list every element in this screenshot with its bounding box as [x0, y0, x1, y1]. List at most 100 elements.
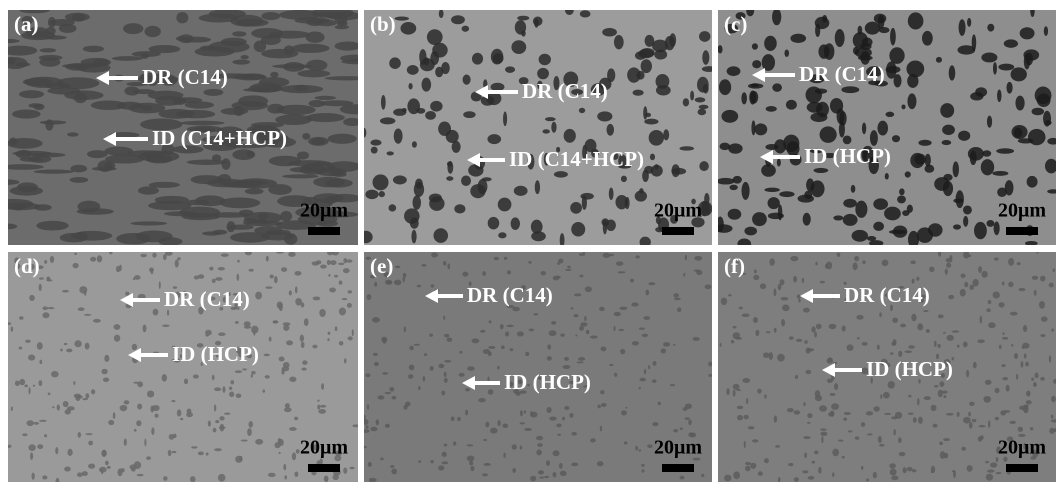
phase-region	[408, 374, 413, 379]
phase-region	[67, 132, 79, 136]
phase-region	[276, 105, 315, 115]
phase-region	[317, 400, 319, 402]
phase-region	[465, 410, 468, 416]
phase-region	[627, 67, 641, 82]
phase-region	[744, 227, 757, 236]
phase-region	[194, 276, 199, 280]
phase-region	[699, 105, 709, 109]
phase-region	[673, 344, 675, 346]
phase-region	[536, 449, 542, 455]
phase-region	[584, 316, 586, 321]
phase-region	[412, 141, 417, 148]
phase-region	[214, 448, 222, 451]
phase-region	[525, 352, 529, 356]
phase-region	[988, 420, 990, 428]
phase-region	[451, 15, 465, 24]
phase-region	[787, 141, 800, 156]
phase-region	[900, 324, 906, 328]
phase-region	[198, 451, 204, 455]
phase-region	[85, 343, 90, 350]
phase-region	[159, 281, 161, 289]
phase-region	[558, 259, 563, 264]
phase-region	[87, 150, 108, 158]
phase-region	[501, 345, 505, 349]
phase-region	[109, 250, 113, 255]
phase-region	[679, 146, 694, 150]
phase-region	[693, 337, 700, 341]
phase-region	[867, 433, 873, 435]
phase-region	[970, 92, 983, 100]
phase-region	[365, 190, 378, 199]
phase-region	[268, 473, 276, 477]
phase-region	[7, 445, 11, 448]
phase-region	[119, 264, 122, 271]
phase-region	[905, 171, 911, 177]
phase-region	[601, 403, 607, 407]
phase-region	[728, 209, 742, 220]
phase-region	[309, 100, 325, 107]
phase-region	[957, 345, 960, 348]
phase-region	[537, 443, 543, 447]
phase-region	[391, 469, 397, 475]
phase-region	[746, 5, 754, 16]
phase-region	[641, 59, 652, 73]
phase-region	[842, 325, 846, 331]
phase-region	[554, 171, 568, 177]
phase-region	[820, 126, 837, 143]
phase-region	[247, 428, 252, 436]
phase-region	[943, 395, 946, 398]
phase-region	[613, 326, 615, 331]
phase-region	[995, 472, 1001, 474]
phase-region	[674, 298, 681, 300]
phase-region	[408, 83, 412, 90]
phase-region	[1014, 353, 1018, 359]
phase-region	[1026, 390, 1030, 396]
phase-region	[255, 292, 262, 300]
phase-region	[505, 332, 509, 337]
phase-region	[852, 230, 869, 242]
phase-region	[701, 474, 704, 477]
phase-region	[586, 330, 590, 335]
phase-region	[1051, 328, 1054, 331]
phase-region	[149, 182, 180, 188]
phase-region	[363, 419, 369, 425]
phase-region	[690, 91, 694, 101]
phase-region	[650, 154, 655, 161]
phase-region	[60, 349, 63, 352]
phase-region	[444, 360, 451, 363]
phase-region	[737, 415, 743, 420]
phase-region	[737, 406, 743, 409]
phase-region	[66, 349, 72, 353]
phase-region	[382, 339, 386, 344]
scale-bar	[1006, 464, 1038, 472]
phase-region	[443, 316, 445, 320]
phase-region	[960, 289, 966, 297]
phase-region	[373, 174, 389, 190]
phase-region	[995, 388, 1000, 393]
phase-region	[34, 422, 39, 425]
phase-region	[739, 307, 743, 310]
phase-region	[472, 53, 483, 65]
phase-region	[395, 266, 400, 269]
phase-region	[269, 156, 301, 167]
phase-region	[230, 232, 270, 243]
annotation: ID (HCP)	[866, 357, 953, 381]
phase-region	[698, 109, 707, 116]
phase-region	[488, 389, 494, 395]
phase-region	[1016, 374, 1018, 380]
phase-region	[757, 389, 762, 394]
phase-region	[913, 417, 917, 423]
phase-region	[338, 263, 344, 265]
phase-region	[778, 477, 781, 482]
phase-region	[947, 335, 954, 341]
phase-region	[497, 420, 500, 426]
phase-region	[624, 441, 628, 444]
phase-region	[453, 441, 456, 445]
phase-region	[685, 403, 692, 409]
phase-region	[685, 255, 687, 260]
phase-region	[230, 380, 234, 384]
phase-region	[281, 267, 287, 272]
phase-region	[219, 416, 224, 420]
phase-region	[264, 354, 270, 357]
phase-region	[512, 468, 516, 473]
